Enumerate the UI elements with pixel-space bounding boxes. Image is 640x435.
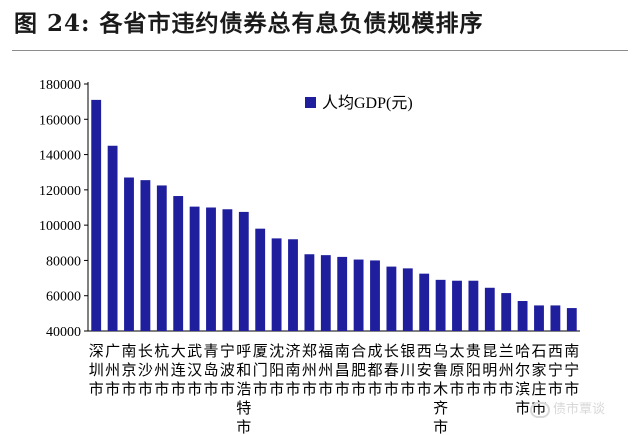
bar — [189, 206, 200, 331]
chart-bars — [91, 99, 577, 332]
bar — [468, 280, 479, 331]
bar — [206, 207, 216, 331]
x-tick-label: 合肥市 — [351, 342, 366, 398]
bar — [419, 273, 430, 331]
x-tick-label: 兰州市 — [499, 342, 514, 398]
bar — [501, 293, 512, 331]
x-tick-label: 银川市 — [400, 342, 415, 398]
x-tick-label: 长沙市 — [138, 342, 153, 398]
bar — [452, 280, 462, 331]
x-tick-label: 大连市 — [171, 342, 186, 398]
x-tick-label: 呼和浩特市 — [236, 342, 251, 435]
bar — [386, 266, 397, 331]
x-tick-label: 沈阳市 — [269, 342, 284, 398]
x-tick-label: 西宁市 — [548, 342, 563, 398]
bar — [566, 308, 577, 331]
x-tick-label: 郑州市 — [302, 342, 317, 398]
x-tick-label: 武汉市 — [187, 342, 202, 398]
y-tick-label: 60000 — [46, 290, 81, 305]
bar — [124, 177, 134, 331]
x-tick-label: 太原市 — [449, 342, 464, 398]
x-tick-label: 宁波市 — [220, 342, 235, 398]
y-tick-labels: 40000 60000 80000 100000 120000 140000 160000 1… — [39, 78, 81, 340]
x-tick-label: 哈尔滨市 — [515, 342, 530, 417]
x-tick-label: 广州市 — [105, 342, 120, 398]
title-divider — [12, 50, 628, 51]
bar — [534, 305, 544, 331]
x-tick-label: 福州市 — [318, 342, 333, 398]
bar — [320, 255, 331, 331]
legend-label: 人均GDP(元) — [322, 94, 413, 112]
x-tick-label: 厦门市 — [253, 342, 268, 398]
bar — [304, 254, 315, 331]
x-tick-label: 贵阳市 — [466, 342, 481, 398]
bar — [370, 260, 380, 331]
watermark: 债市覃谈 — [530, 398, 605, 418]
y-tick-label: 80000 — [46, 254, 81, 269]
y-tick-label: 40000 — [46, 325, 81, 340]
bar — [107, 145, 118, 331]
watermark-text: 债市覃谈 — [553, 402, 606, 417]
bar — [222, 209, 233, 331]
bar — [288, 239, 298, 331]
wechat-icon — [530, 401, 550, 418]
x-tick-label: 昆明市 — [482, 342, 497, 398]
legend-swatch — [305, 97, 316, 108]
x-tick-label: 青岛市 — [203, 342, 218, 398]
bar — [140, 180, 151, 331]
x-tick-label: 杭州市 — [154, 342, 169, 398]
bar — [173, 196, 184, 331]
bar — [353, 259, 364, 331]
chart-legend: 人均GDP(元) — [305, 94, 413, 112]
bar — [484, 287, 495, 331]
y-tick-label: 120000 — [39, 184, 81, 199]
y-tick-label: 180000 — [39, 78, 81, 93]
x-tick-label: 济南市 — [285, 342, 300, 398]
y-tick-label: 160000 — [39, 113, 81, 128]
bar — [91, 99, 102, 331]
bar — [156, 185, 167, 331]
x-tick-label: 乌鲁木齐市 — [433, 342, 448, 435]
x-tick-label: 长春市 — [384, 342, 399, 398]
x-tick-label: 南昌市 — [335, 342, 350, 398]
y-tick-label: 100000 — [39, 219, 81, 234]
chart-axes — [84, 82, 580, 332]
bar — [271, 238, 282, 332]
x-tick-label: 深圳市 — [89, 342, 104, 398]
bar — [337, 256, 348, 331]
bar — [517, 301, 528, 331]
bar — [255, 228, 266, 331]
bar — [238, 211, 249, 331]
y-tick-label: 140000 — [39, 149, 81, 164]
figure-title: 图 24: 各省市违约债券总有息负债规模排序 — [14, 10, 484, 37]
bar — [435, 279, 446, 331]
x-category-labels: 深圳市广州市南京市长沙市杭州市大连市武汉市青岛市宁波市呼和浩特市厦门市沈阳市济南… — [89, 342, 580, 435]
x-tick-label: 南京市 — [121, 342, 136, 398]
bar — [550, 305, 561, 331]
x-tick-label: 南宁市 — [564, 342, 579, 398]
x-tick-label: 成都市 — [367, 342, 382, 398]
x-tick-label: 西安市 — [417, 342, 432, 398]
bar — [402, 268, 413, 331]
